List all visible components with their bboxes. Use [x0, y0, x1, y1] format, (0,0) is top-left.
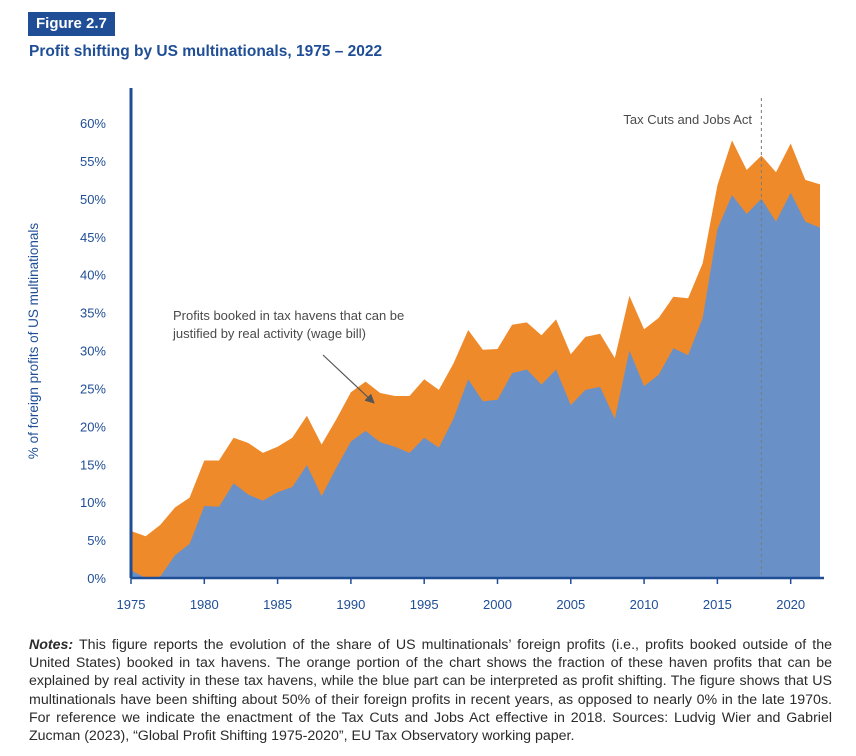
- y-tick-label: 50%: [80, 192, 106, 207]
- y-tick-label: 10%: [80, 495, 106, 510]
- chart-title: Profit shifting by US multinationals, 19…: [29, 43, 383, 60]
- tcja-annotation: Tax Cuts and Jobs Act: [623, 112, 752, 127]
- notes-lead: Notes:: [29, 637, 74, 653]
- x-tick-label: 2020: [776, 597, 805, 612]
- x-tick-label: 2005: [556, 597, 585, 612]
- profit-shifting-chart: 0% 5% 10% 15% 20% 25% 30% 35% 40% 45% 50% 55% 60% 197…: [26, 88, 824, 612]
- y-tick-label: 20%: [80, 419, 106, 434]
- x-tick-label: 1985: [263, 597, 292, 612]
- y-tick-label: 40%: [80, 268, 106, 283]
- x-tick-label: 1975: [117, 597, 146, 612]
- y-tick-label: 35%: [80, 306, 106, 321]
- x-tick-label: 1990: [336, 597, 365, 612]
- y-tick-label: 15%: [80, 457, 106, 472]
- y-tick-label: 55%: [80, 154, 106, 169]
- y-tick-label: 5%: [87, 533, 106, 548]
- y-tick-label: 30%: [80, 344, 106, 359]
- y-tick-label: 25%: [80, 381, 106, 396]
- figure-label: Figure 2.7: [28, 12, 115, 36]
- x-tick-label: 2015: [703, 597, 732, 612]
- wage-annotation-arrow: [322, 354, 375, 404]
- notes-text: This figure reports the evolution of the…: [29, 637, 832, 745]
- wage-annotation-line: justified by real activity (wage bill): [172, 326, 366, 341]
- y-axis-label: % of foreign profits of US multinational…: [26, 223, 41, 460]
- x-tick-label: 1980: [190, 597, 219, 612]
- y-tick-label: 0%: [87, 571, 106, 586]
- series-profit-shifting-area: [131, 192, 820, 579]
- x-tick-label: 2000: [483, 597, 512, 612]
- notes: Notes: This figure reports the evolution…: [29, 636, 832, 745]
- y-tick-label: 60%: [80, 116, 106, 131]
- y-tick-label: 45%: [80, 230, 106, 245]
- x-tick-label: 1995: [410, 597, 439, 612]
- wage-annotation-line: Profits booked in tax havens that can be: [173, 308, 404, 323]
- x-tick-label: 2010: [630, 597, 659, 612]
